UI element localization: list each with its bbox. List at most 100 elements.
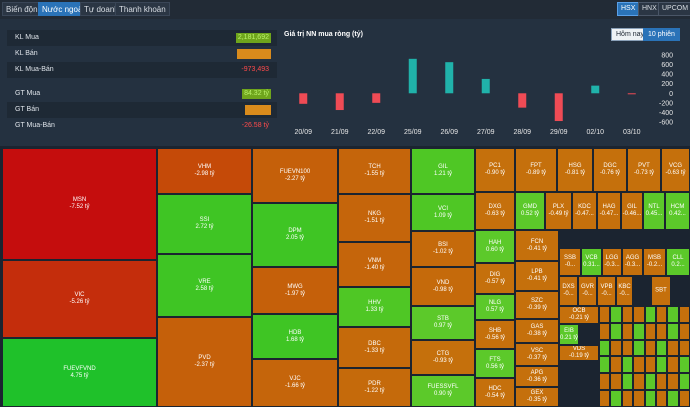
tab-bien-dong[interactable]: Biến động [2, 2, 47, 16]
treemap-cell-small[interactable] [656, 356, 668, 374]
treemap-cell-small[interactable] [633, 373, 645, 390]
treemap-cell-small[interactable] [599, 356, 611, 374]
treemap-cell-small[interactable] [644, 322, 656, 340]
tab-thanh-khoan[interactable]: Thanh khoản [115, 2, 170, 16]
treemap-cell-hah[interactable]: HAH 0.60 tỷ [475, 230, 515, 263]
treemap-cell-vhm[interactable]: VHM -2.98 tỷ [157, 148, 252, 194]
exchange-hsx-button[interactable]: HSX [617, 2, 640, 16]
treemap-cell-small[interactable] [667, 390, 679, 407]
treemap-cell-small[interactable] [644, 306, 656, 323]
treemap-cell-pvd[interactable]: PVD -2.37 tỷ [157, 317, 252, 407]
treemap-cell-pc1[interactable]: PC1 -0.90 tỷ [475, 148, 515, 192]
treemap-cell-lpb[interactable]: LPB -0.41 tỷ [515, 261, 559, 291]
treemap-cell-small[interactable] [633, 306, 645, 323]
treemap-cell-stb[interactable]: STB 0.97 tỷ [411, 306, 475, 340]
treemap-cell-gvr[interactable]: GVR -0... [578, 276, 597, 306]
treemap-cell-vnd[interactable]: VND -0.98 tỷ [411, 267, 475, 306]
treemap-cell-mwg[interactable]: MWG -1.97 tỷ [252, 267, 338, 314]
treemap-cell-szc[interactable]: SZC -0.39 tỷ [515, 291, 559, 319]
tab-nuoc-ngoai[interactable]: Nước ngoài [38, 2, 89, 16]
treemap-cell-hcm[interactable]: HCM 0.42... [665, 192, 690, 230]
treemap-cell-small[interactable] [678, 373, 690, 390]
treemap-cell-small[interactable] [599, 373, 611, 390]
treemap-cell-small[interactable] [667, 322, 679, 340]
treemap-cell-vcb[interactable]: VCB 0.31... [581, 248, 602, 276]
treemap-cell-vds[interactable]: VDS -0.19 tỷ [559, 345, 599, 361]
treemap-cell-small[interactable] [610, 373, 622, 390]
tab-tu-doanh[interactable]: Tự doanh [80, 2, 123, 16]
treemap-cell-vjc[interactable]: VJC -1.66 tỷ [252, 359, 338, 407]
treemap-cell-hhv[interactable]: HHV 1.33 tỷ [338, 287, 411, 327]
treemap-cell-gil[interactable]: GIL -0.46... [621, 192, 643, 230]
treemap-cell-dig[interactable]: DIG -0.57 tỷ [475, 263, 515, 294]
treemap-cell-lgg[interactable]: LGG -0.3... [602, 248, 622, 276]
treemap-cell-hsg[interactable]: HSG -0.81 tỷ [557, 148, 593, 192]
treemap-cell-gmd[interactable]: GMD 0.52 tỷ [515, 192, 545, 230]
treemap-cell-small[interactable] [656, 390, 668, 407]
treemap-cell-bsi[interactable]: BSI -1.02 tỷ [411, 231, 475, 267]
treemap-cell-vnm[interactable]: VNM -1.40 tỷ [338, 242, 411, 287]
treemap-cell-vci[interactable]: VCI 1.09 tỷ [411, 194, 475, 231]
treemap-cell-hdb[interactable]: HDB 1.68 tỷ [252, 314, 338, 359]
treemap-cell-ntl[interactable]: NTL 0.45... [643, 192, 665, 230]
treemap-cell-small[interactable] [610, 356, 622, 374]
treemap-cell-fuevn100[interactable]: FUEVN100 -2.27 tỷ [252, 148, 338, 203]
treemap-cell-small[interactable] [644, 339, 656, 357]
treemap-cell-ssi[interactable]: SSI 2.72 tỷ [157, 194, 252, 254]
exchange-upcom-button[interactable]: UPCOM [658, 2, 690, 16]
treemap-cell-kdc[interactable]: KDC -0.47... [572, 192, 597, 230]
treemap-cell-nlg[interactable]: NLG 0.57 tỷ [475, 294, 515, 320]
treemap-cell-small[interactable] [621, 322, 634, 340]
treemap-cell-fpt[interactable]: FPT -0.89 tỷ [515, 148, 557, 192]
treemap-cell-dpm[interactable]: DPM 2.05 tỷ [252, 203, 338, 267]
treemap-cell-small[interactable] [667, 339, 679, 357]
treemap-cell-small[interactable] [633, 390, 645, 407]
treemap-cell-small[interactable] [656, 322, 668, 340]
treemap-cell-small[interactable] [656, 339, 668, 357]
treemap-cell-dxs[interactable]: DXS -0... [559, 276, 578, 306]
treemap-cell-apg[interactable]: APG -0.36 tỷ [515, 366, 559, 387]
treemap-cell-gil[interactable]: GIL 1.21 tỷ [411, 148, 475, 194]
treemap-cell-small[interactable] [667, 356, 679, 374]
treemap-cell-small[interactable] [610, 322, 622, 340]
treemap-cell-small[interactable] [678, 356, 690, 374]
treemap-cell-vre[interactable]: VRE 2.58 tỷ [157, 254, 252, 317]
treemap-cell-small[interactable] [621, 373, 634, 390]
treemap-cell-vpb[interactable]: VPB -0... [597, 276, 616, 306]
treemap-cell-msb[interactable]: MSB -0.2... [643, 248, 666, 276]
treemap-cell-small[interactable] [633, 322, 645, 340]
treemap-cell-small[interactable] [599, 390, 611, 407]
treemap-cell-shb[interactable]: SHB -0.56 tỷ [475, 320, 515, 349]
treemap-cell-gex[interactable]: GEX -0.35 tỷ [515, 387, 559, 407]
treemap-cell-ocb[interactable]: OCB -0.21 tỷ [559, 306, 599, 324]
treemap-cell-small[interactable] [678, 322, 690, 340]
treemap-cell-dgc[interactable]: DGC -0.76 tỷ [593, 148, 627, 192]
treemap-cell-dxg[interactable]: DXG -0.63 tỷ [475, 192, 515, 230]
treemap-cell-vsc[interactable]: VSC -0.37 tỷ [515, 343, 559, 366]
treemap-cell-small[interactable] [667, 373, 679, 390]
treemap-cell-small[interactable] [633, 339, 645, 357]
treemap-cell-small[interactable] [621, 390, 634, 407]
treemap-cell-small[interactable] [621, 356, 634, 374]
treemap-cell-pdr[interactable]: PDR -1.22 tỷ [338, 368, 411, 407]
treemap-cell-tch[interactable]: TCH -1.55 tỷ [338, 148, 411, 194]
treemap-cell-small[interactable] [644, 373, 656, 390]
treemap-cell-fcn[interactable]: FCN -0.41 tỷ [515, 230, 559, 261]
treemap-cell-small[interactable] [678, 390, 690, 407]
treemap-cell-cll[interactable]: CLL 0.2... [666, 248, 690, 276]
treemap-cell-ctg[interactable]: CTG -0.93 tỷ [411, 340, 475, 375]
treemap-cell-sbt[interactable]: SBT [651, 276, 671, 306]
treemap-cell-vic[interactable]: VIC -5.26 tỷ [2, 260, 157, 338]
treemap-cell-pvt[interactable]: PVT -0.73 tỷ [627, 148, 661, 192]
treemap-cell-gas[interactable]: GAS -0.38 tỷ [515, 319, 559, 343]
treemap-cell-small[interactable] [644, 356, 656, 374]
treemap-cell-fts[interactable]: FTS 0.56 tỷ [475, 349, 515, 378]
treemap-cell-fuevfvnd[interactable]: FUEVFVND 4.75 tỷ [2, 338, 157, 407]
treemap-cell-small[interactable] [678, 339, 690, 357]
treemap-cell-hdc[interactable]: HDC -0.54 tỷ [475, 378, 515, 407]
treemap-cell-vcg[interactable]: VCG -0.63 tỷ [661, 148, 690, 192]
treemap-cell-small[interactable] [644, 390, 656, 407]
treemap-cell-ssb[interactable]: SSB -0... [559, 248, 581, 276]
treemap-cell-small[interactable] [621, 339, 634, 357]
treemap-cell-small[interactable] [633, 356, 645, 374]
